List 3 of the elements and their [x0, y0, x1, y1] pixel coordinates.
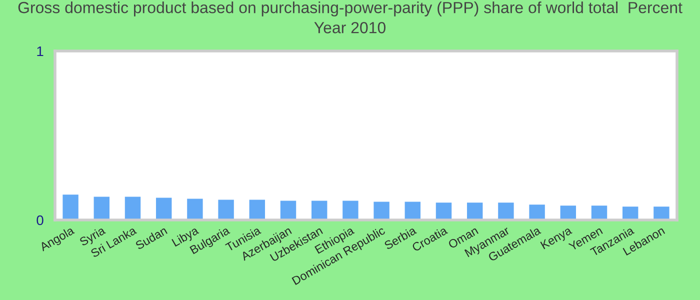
chart-title: Gross domestic product based on purchasing-power-parity (PPP) share of world total Percent Year 2010: [18, 2, 682, 34]
y-tick-label: 1: [37, 46, 44, 56]
y-tick-label: 0: [36, 215, 44, 226]
